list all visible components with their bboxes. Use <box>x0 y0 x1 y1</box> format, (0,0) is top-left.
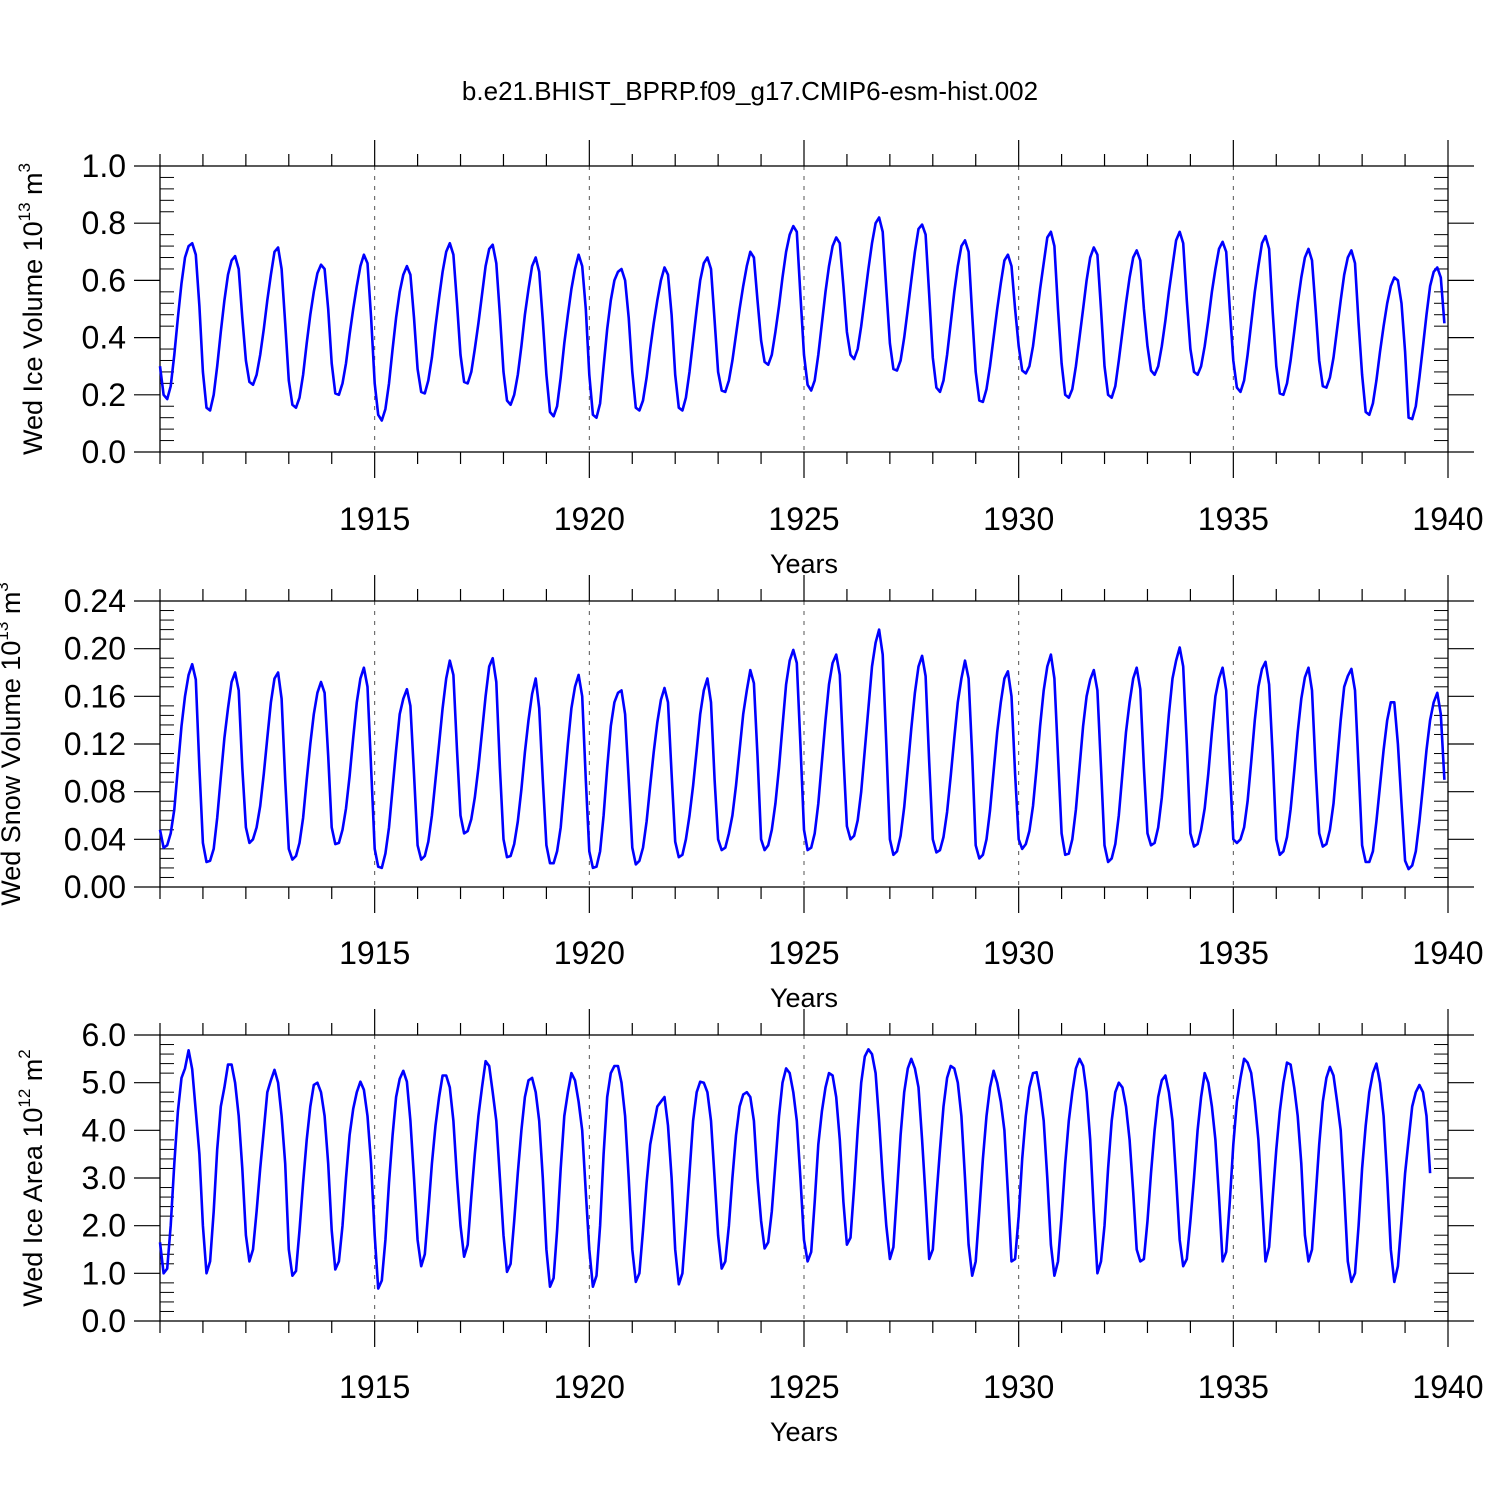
y-tick-label: 0.12 <box>64 726 126 762</box>
y-axis-title: Wed Ice Volume 1013 m3 <box>15 163 48 455</box>
y-tick-label: 0.8 <box>82 205 126 241</box>
y-tick-label: 0.2 <box>82 377 126 413</box>
panel-2: 0.00 0.04 0.08 0.12 0.16 0.20 0.24 1915 1920 1925… <box>0 575 1484 1013</box>
x-tick-label: 1940 <box>1412 501 1483 537</box>
series-line-wed-ice-volume <box>158 216 1446 422</box>
x-tick-label: 1930 <box>983 1369 1054 1405</box>
y-tick-label: 1.0 <box>82 1255 126 1291</box>
x-tick-label: 1935 <box>1198 1369 1269 1405</box>
y-tick-label: 0.4 <box>82 320 126 356</box>
y-axis-title: Wed Snow Volume 1013 m3 <box>0 582 26 906</box>
series-line-wed-snow-volume <box>158 628 1446 871</box>
panel-1: 0.0 0.2 0.4 0.6 0.8 1.0 1915 1920 1925 1930 1935 19… <box>15 140 1484 579</box>
panel-3: 0.0 1.0 2.0 3.0 4.0 5.0 6.0 1915 1920 1925 1930 193… <box>15 1009 1484 1447</box>
y-tick-label: 3.0 <box>82 1160 126 1196</box>
y-axis-title: Wed Ice Area 1012 m2 <box>15 1049 48 1307</box>
y-tick-label: 0.08 <box>64 774 126 810</box>
x-axis-title: Years <box>770 549 838 579</box>
x-axis-title: Years <box>770 983 838 1013</box>
y-tick-label: 0.04 <box>64 821 126 857</box>
y-tick-label: 5.0 <box>82 1065 126 1101</box>
y-tick-label: 0.16 <box>64 678 126 714</box>
x-tick-label: 1940 <box>1412 1369 1483 1405</box>
x-tick-label: 1935 <box>1198 935 1269 971</box>
y-tick-label: 0.6 <box>82 262 126 298</box>
x-tick-label: 1935 <box>1198 501 1269 537</box>
x-tick-label: 1920 <box>554 1369 625 1405</box>
x-axis-title: Years <box>770 1417 838 1447</box>
x-tick-label: 1925 <box>768 1369 839 1405</box>
x-tick-label: 1915 <box>339 501 410 537</box>
x-tick-label: 1940 <box>1412 935 1483 971</box>
y-tick-label: 4.0 <box>82 1112 126 1148</box>
y-tick-label: 0.00 <box>64 869 126 905</box>
x-tick-label: 1925 <box>768 935 839 971</box>
chart-title: b.e21.BHIST_BPRP.f09_g17.CMIP6-esm-hist.… <box>461 76 1039 106</box>
x-tick-label: 1920 <box>554 501 625 537</box>
y-tick-label: 6.0 <box>82 1017 126 1053</box>
x-tick-label: 1920 <box>554 935 625 971</box>
x-tick-label: 1925 <box>768 501 839 537</box>
y-tick-label: 1.0 <box>82 148 126 184</box>
y-tick-label: 0.20 <box>64 631 126 667</box>
x-tick-label: 1915 <box>339 935 410 971</box>
x-tick-label: 1930 <box>983 935 1054 971</box>
series-line-wed-ice-area <box>158 1048 1432 1290</box>
y-tick-label: 2.0 <box>82 1208 126 1244</box>
y-tick-label: 0.24 <box>64 583 126 619</box>
y-tick-label: 0.0 <box>82 1303 126 1339</box>
x-tick-label: 1915 <box>339 1369 410 1405</box>
y-tick-label: 0.0 <box>82 434 126 470</box>
x-tick-label: 1930 <box>983 501 1054 537</box>
